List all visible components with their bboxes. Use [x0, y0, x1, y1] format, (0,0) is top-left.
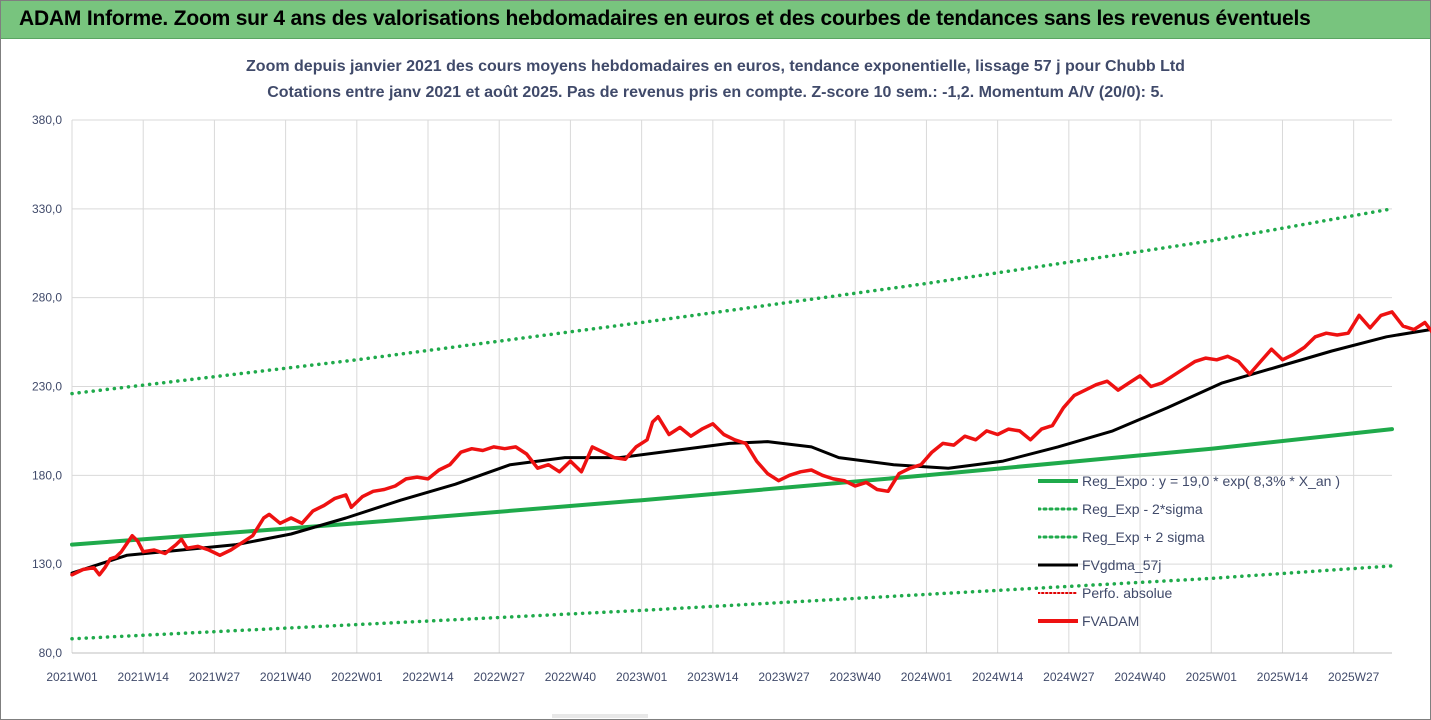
x-tick-label: 2023W27 [758, 670, 810, 684]
legend-label: FVgdma_57j [1082, 557, 1162, 573]
x-tick-label: 2022W14 [402, 670, 454, 684]
legend-item-fvgdma: FVgdma_57j [1038, 554, 1161, 576]
sheet-tab-marker [552, 714, 648, 718]
legend-swatch-solid-black [1038, 563, 1078, 567]
x-tick-label: 2025W01 [1186, 670, 1238, 684]
x-tick-label: 2024W14 [972, 670, 1024, 684]
legend-item-reg-expo: Reg_Expo : y = 19,0 * exp( 8,3% * X_an ) [1038, 470, 1340, 492]
chart-axes: 80,0 130,0 180,0 230,0 280,0 330,0 380,0 2021W0… [32, 113, 1392, 684]
legend-label: Reg_Exp + 2 sigma [1082, 529, 1205, 545]
y-tick-label: 130,0 [32, 557, 62, 571]
x-tick-label: 2023W01 [616, 670, 668, 684]
x-tick-label: 2022W01 [331, 670, 383, 684]
legend-label: FVADAM [1082, 613, 1140, 629]
legend-label: Perfo. absolue [1082, 585, 1173, 601]
x-tick-label: 2025W27 [1328, 670, 1380, 684]
chart-title: Zoom depuis janvier 2021 des cours moyen… [246, 58, 1185, 75]
reg-expo-line [70, 427, 1394, 547]
reg-minus-2sigma-line [70, 564, 1394, 641]
legend-item-reg-minus: Reg_Exp - 2*sigma [1038, 498, 1203, 520]
y-tick-label: 230,0 [32, 380, 62, 394]
y-tick-label: 280,0 [32, 291, 62, 305]
chart-grid [71, 119, 1392, 654]
x-tick-label: 2021W40 [260, 670, 312, 684]
fvadam-line [70, 310, 1431, 577]
y-tick-label: 180,0 [32, 468, 62, 482]
x-tick-label: 2021W27 [189, 670, 241, 684]
x-tick-label: 2024W27 [1043, 670, 1095, 684]
legend-swatch-dotted-green [1038, 507, 1080, 511]
legend-label: Reg_Expo : y = 19,0 * exp( 8,3% * X_an ) [1082, 473, 1340, 489]
x-tick-label: 2025W14 [1257, 670, 1309, 684]
x-tick-label: 2023W14 [687, 670, 739, 684]
legend-item-reg-plus: Reg_Exp + 2 sigma [1038, 526, 1205, 548]
legend-item-fvadam: FVADAM [1038, 610, 1139, 632]
reg-plus-2sigma-line [70, 207, 1394, 396]
legend-item-perfo: Perfo. absolue [1038, 582, 1172, 604]
x-tick-label: 2023W40 [830, 670, 882, 684]
legend-swatch-solid-red [1038, 619, 1078, 623]
chart-subtitle: Cotations entre janv 2021 et août 2025. … [267, 84, 1164, 101]
fvgdma-57j-line [70, 328, 1431, 575]
legend-swatch-dotted-red [1038, 592, 1079, 594]
y-tick-label: 330,0 [32, 202, 62, 216]
x-tick-label: 2022W27 [474, 670, 526, 684]
report-banner: ADAM Informe. Zoom sur 4 ans des valoris… [1, 1, 1430, 39]
y-tick-label: 80,0 [39, 646, 63, 660]
legend-label: Reg_Exp - 2*sigma [1082, 501, 1203, 517]
legend-swatch-solid-green [1038, 479, 1078, 483]
chart-series [70, 207, 1431, 641]
x-tick-label: 2024W01 [901, 670, 953, 684]
x-tick-label: 2021W14 [118, 670, 170, 684]
y-tick-label: 380,0 [32, 113, 62, 127]
x-tick-label: 2022W40 [545, 670, 597, 684]
x-tick-label: 2024W40 [1114, 670, 1166, 684]
x-tick-label: 2021W01 [46, 670, 98, 684]
report-banner-title: ADAM Informe. Zoom sur 4 ans des valoris… [19, 7, 1311, 30]
legend-swatch-dotted-green [1038, 535, 1080, 539]
